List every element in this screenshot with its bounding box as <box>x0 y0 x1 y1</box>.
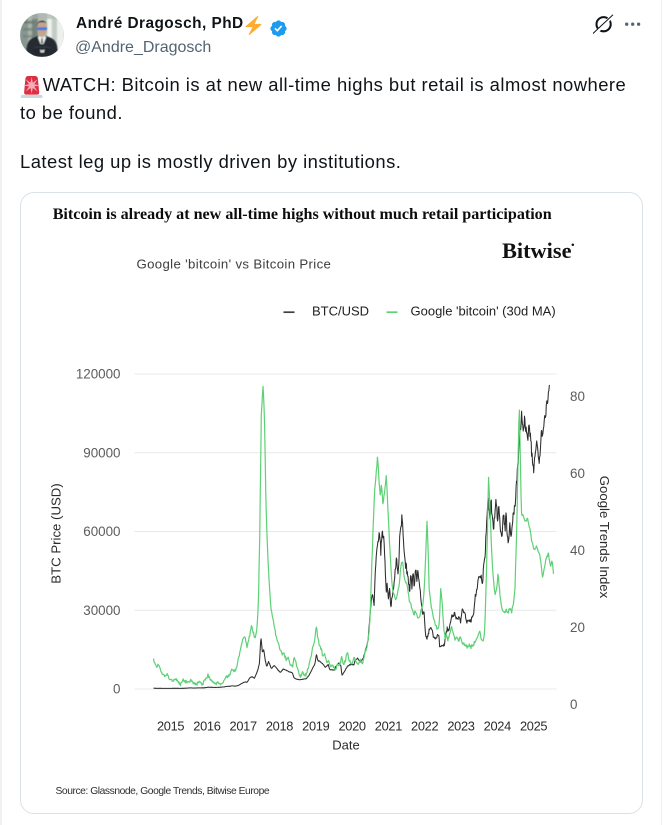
svg-text:Bitwise: Bitwise <box>502 239 572 263</box>
svg-text:80: 80 <box>570 389 585 404</box>
svg-text:2022: 2022 <box>411 719 438 734</box>
svg-text:Google Trends Index: Google Trends Index <box>597 476 612 599</box>
svg-text:40: 40 <box>570 543 585 558</box>
svg-text:120000: 120000 <box>75 367 120 382</box>
svg-text:Google 'bitcoin' (30d MA): Google 'bitcoin' (30d MA) <box>410 304 555 319</box>
svg-text:2016: 2016 <box>193 719 220 734</box>
svg-text:2017: 2017 <box>229 719 256 734</box>
svg-text:2019: 2019 <box>302 719 329 734</box>
svg-text:60: 60 <box>570 466 585 481</box>
svg-text:Bitcoin is already at new all-: Bitcoin is already at new all-time highs… <box>52 204 551 223</box>
svg-text:2018: 2018 <box>265 719 292 734</box>
svg-text:2024: 2024 <box>483 719 510 734</box>
svg-text:2025: 2025 <box>519 719 546 734</box>
svg-text:2020: 2020 <box>338 719 365 734</box>
svg-text:2023: 2023 <box>447 719 474 734</box>
svg-text:2015: 2015 <box>156 719 183 734</box>
svg-text:0: 0 <box>113 682 120 697</box>
svg-text:Google 'bitcoin' vs Bitcoin Pr: Google 'bitcoin' vs Bitcoin Price <box>136 256 331 271</box>
svg-text:90000: 90000 <box>83 445 120 460</box>
svg-text:0: 0 <box>570 697 577 712</box>
svg-text:2021: 2021 <box>374 719 401 734</box>
svg-text:BTC Price (USD): BTC Price (USD) <box>48 483 63 583</box>
svg-text:60000: 60000 <box>83 524 120 539</box>
svg-text:Date: Date <box>332 738 359 753</box>
svg-text:Source: Glassnode, Google Tren: Source: Glassnode, Google Trends, Bitwis… <box>55 786 269 797</box>
svg-text:BTC/USD: BTC/USD <box>312 304 369 319</box>
svg-text:20: 20 <box>570 620 585 635</box>
svg-text:30000: 30000 <box>83 603 120 618</box>
